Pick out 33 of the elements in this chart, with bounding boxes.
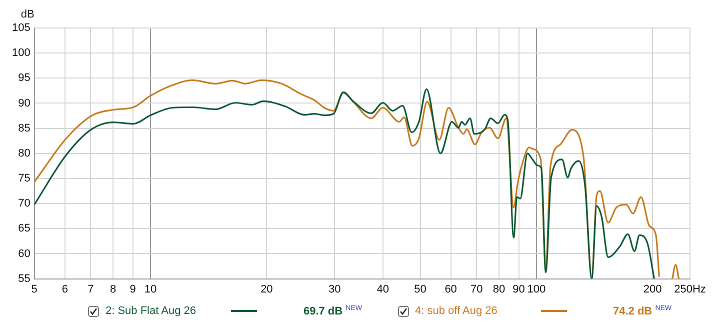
x-tick-label: 90 [512, 283, 525, 296]
y-tick-label: 85 [18, 122, 30, 134]
y-tick-label: 95 [18, 72, 30, 84]
text: 74.2 dB $^{NEW}$ [613, 304, 672, 318]
x-tick-label: 7 [88, 283, 94, 296]
y-tick-label: 90 [18, 97, 30, 110]
text: 2: Sub Flat Aug 26 [105, 305, 197, 317]
x-tick-label: 20 [260, 283, 273, 296]
text: 69.7 dB $^{NEW}$ [303, 304, 362, 318]
x-tick-label: 10 [144, 283, 157, 296]
x-tick-label: 30 [328, 283, 341, 296]
y-axis-title: dB [20, 8, 34, 21]
y-tick-label: 55 [18, 272, 30, 285]
y-tick-label: 75 [18, 172, 30, 185]
x-tick-label: 5 [31, 283, 38, 296]
x-tick-label: 40 [376, 283, 389, 296]
x-tick-label: 9 [130, 283, 136, 296]
y-tick-label: 65 [18, 222, 30, 235]
y-tick-label: 70 [18, 198, 30, 210]
x-tick-label: 250Hz [674, 283, 706, 296]
x-tick-label: 80 [492, 283, 506, 296]
y-tick-label: 80 [18, 147, 30, 160]
y-tick-label: 60 [18, 248, 30, 260]
x-tick-label: 50 [414, 283, 426, 296]
x-tick-label: 8 [110, 283, 116, 296]
x-tick-label: 200 [643, 283, 662, 296]
text: 4: sub off Aug 26 [415, 305, 498, 317]
y-tick-label: 105 [12, 22, 30, 34]
x-tick-label: 70 [470, 283, 483, 296]
x-tick-label: 100 [527, 283, 546, 296]
x-tick-label: 60 [444, 283, 457, 296]
x-tick-label: 6 [62, 283, 68, 296]
y-tick-label: 100 [12, 47, 30, 60]
